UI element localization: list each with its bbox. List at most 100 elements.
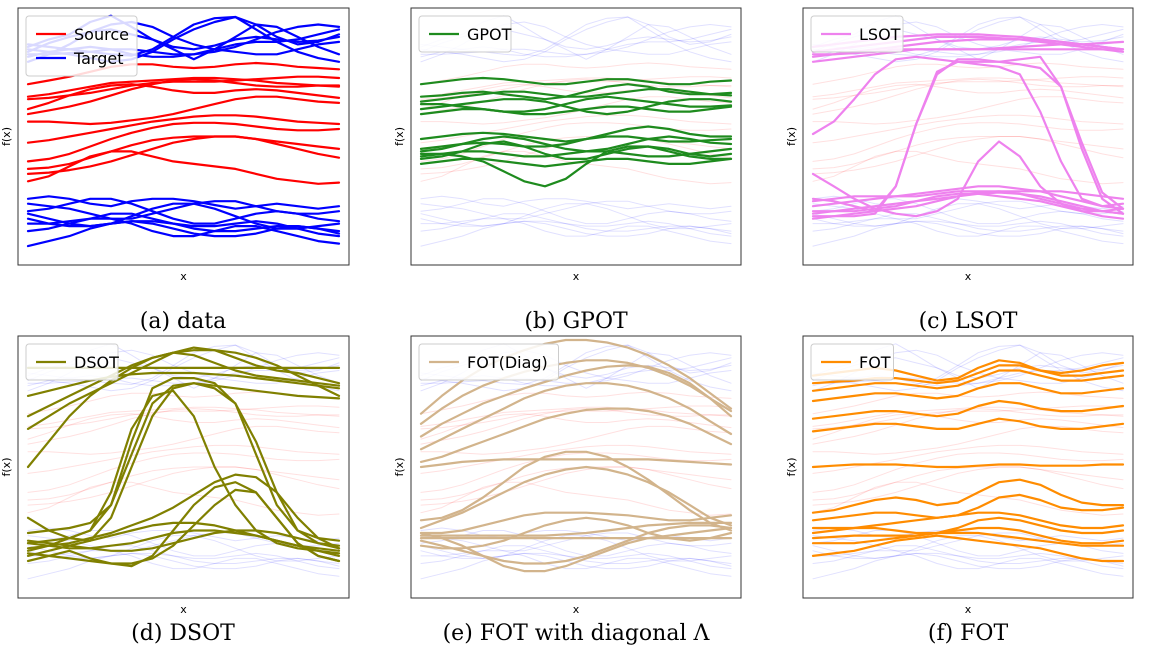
- panel-6: FOT x f(x) (f) FOT: [785, 335, 1134, 646]
- background-target-curve-12: [27, 550, 340, 570]
- legend-box: [810, 343, 894, 381]
- background-target-curve-9: [812, 200, 1124, 220]
- background-target-curve-12: [420, 550, 732, 570]
- background-source-curve-10: [420, 466, 732, 506]
- fot-diag--curve-11: [419, 516, 733, 550]
- background-target-curve-13: [27, 550, 340, 577]
- legend-box: [418, 343, 559, 381]
- lsot-curve-10: [811, 190, 1125, 203]
- panel-caption: (f) FOT: [928, 621, 1009, 646]
- background-target-curve-12: [420, 218, 732, 237]
- x-axis-label: x: [965, 270, 972, 283]
- background-source-curve-5: [27, 408, 340, 445]
- fot-curve-8: [811, 478, 1125, 514]
- background-source-curve-11: [812, 481, 1124, 516]
- background-target-curve-8: [420, 195, 732, 210]
- x-axis-label: x: [180, 270, 187, 283]
- source-curve-10: [26, 135, 341, 175]
- fot-diag--curve-6: [419, 458, 733, 469]
- background-target-curve-14: [812, 545, 1124, 564]
- legend-box: [25, 343, 119, 381]
- y-axis-label: f(x): [785, 458, 798, 477]
- gpot-curve-4: [419, 95, 733, 113]
- background-source-curve-7: [27, 444, 340, 474]
- background-source-curve-2: [420, 406, 732, 427]
- background-source-curve-8: [420, 122, 732, 162]
- legend-label: GPOT: [467, 25, 512, 44]
- dsot-curve-6: [26, 382, 341, 542]
- lsot-curve-8: [811, 60, 1125, 218]
- background-target-curve-12: [812, 550, 1124, 570]
- legend-label: DSOT: [74, 353, 119, 372]
- background-source-curve-3: [420, 76, 732, 100]
- fot-curve-9: [811, 493, 1125, 522]
- target-curve-13: [26, 217, 341, 245]
- background-source-curve-1: [812, 62, 1124, 85]
- lsot-curve-7: [811, 58, 1125, 213]
- background-target-curve-15: [27, 552, 340, 580]
- background-source-curve-8: [420, 452, 732, 493]
- lsot-curve-14: [811, 190, 1125, 220]
- background-source-curve-6: [812, 425, 1124, 455]
- source-curve-7: [26, 114, 341, 144]
- panel-5: FOT(Diag) x f(x) (e) FOT with diagonal Λ: [393, 335, 742, 646]
- gpot-curve-13: [419, 145, 733, 188]
- background-source-curve-8: [27, 452, 340, 493]
- panel-3: LSOT x f(x) (c) LSOT: [785, 7, 1134, 334]
- source-curve-4: [26, 83, 341, 111]
- y-axis-label: f(x): [785, 127, 798, 146]
- panel-4: DSOT x f(x) (d) DSOT: [0, 335, 350, 646]
- background-target-curve-11: [812, 203, 1124, 230]
- background-source-curve-7: [420, 114, 732, 144]
- gpot-curve-6: [419, 105, 733, 116]
- background-source-curve-2: [27, 406, 340, 427]
- legend-box: [418, 15, 512, 53]
- gpot-curve-5: [419, 98, 733, 116]
- background-target-curve-13: [812, 218, 1124, 245]
- background-source-curve-7: [420, 444, 732, 474]
- fot-diag--curve-12: [419, 524, 733, 565]
- background-source-curve-9: [812, 466, 1124, 501]
- fot-diag--curve-2: [419, 359, 733, 425]
- background-source-curve-5: [420, 408, 732, 445]
- legend-label: Target: [73, 49, 124, 68]
- legend: FOT(Diag): [418, 343, 559, 381]
- fot-curve-11: [811, 516, 1125, 535]
- panel-2: GPOT x f(x) (b) GPOT: [393, 7, 742, 334]
- legend: FOT: [810, 343, 894, 381]
- target-curve-14: [26, 212, 341, 233]
- panel-caption: (e) FOT with diagonal Λ: [443, 621, 711, 646]
- dsot-curve-5: [26, 349, 341, 469]
- background-source-curve-5: [420, 78, 732, 115]
- background-source-curve-4: [812, 83, 1124, 110]
- y-axis-label: f(x): [393, 127, 406, 146]
- background-target-curve-14: [812, 213, 1124, 232]
- target-curve-10: [26, 197, 341, 225]
- background-target-curve-8: [812, 195, 1124, 210]
- background-source-curve-5: [812, 78, 1124, 115]
- legend-box: [25, 15, 138, 77]
- background-target-curve-4: [420, 16, 732, 63]
- background-source-curve-9: [420, 136, 732, 170]
- background-source-curve-1: [420, 391, 732, 415]
- gpot-curve-3: [419, 88, 733, 103]
- source-curve-2: [26, 76, 341, 98]
- legend: LSOT: [810, 15, 904, 53]
- dsot-curve-4: [26, 351, 341, 418]
- fot-diag--curve-3: [419, 364, 733, 438]
- fot-diag--curve-9: [419, 511, 733, 535]
- x-axis-label: x: [965, 603, 972, 616]
- background-target-curve-13: [812, 550, 1124, 577]
- legend-label: FOT: [859, 353, 891, 372]
- fot-diag--curve-13: [419, 526, 733, 573]
- background-source-curve-2: [812, 406, 1124, 427]
- background-target-curve-4: [420, 344, 732, 392]
- dsot-curve-15: [26, 481, 341, 568]
- y-axis-label: f(x): [0, 127, 13, 146]
- fot-curve-10: [811, 511, 1125, 530]
- source-curve-11: [26, 150, 341, 185]
- dsot-curve-2: [26, 371, 341, 397]
- background-target-curve-15: [812, 220, 1124, 247]
- background-source-curve-4: [420, 413, 732, 440]
- background-target-curve-9: [420, 200, 732, 220]
